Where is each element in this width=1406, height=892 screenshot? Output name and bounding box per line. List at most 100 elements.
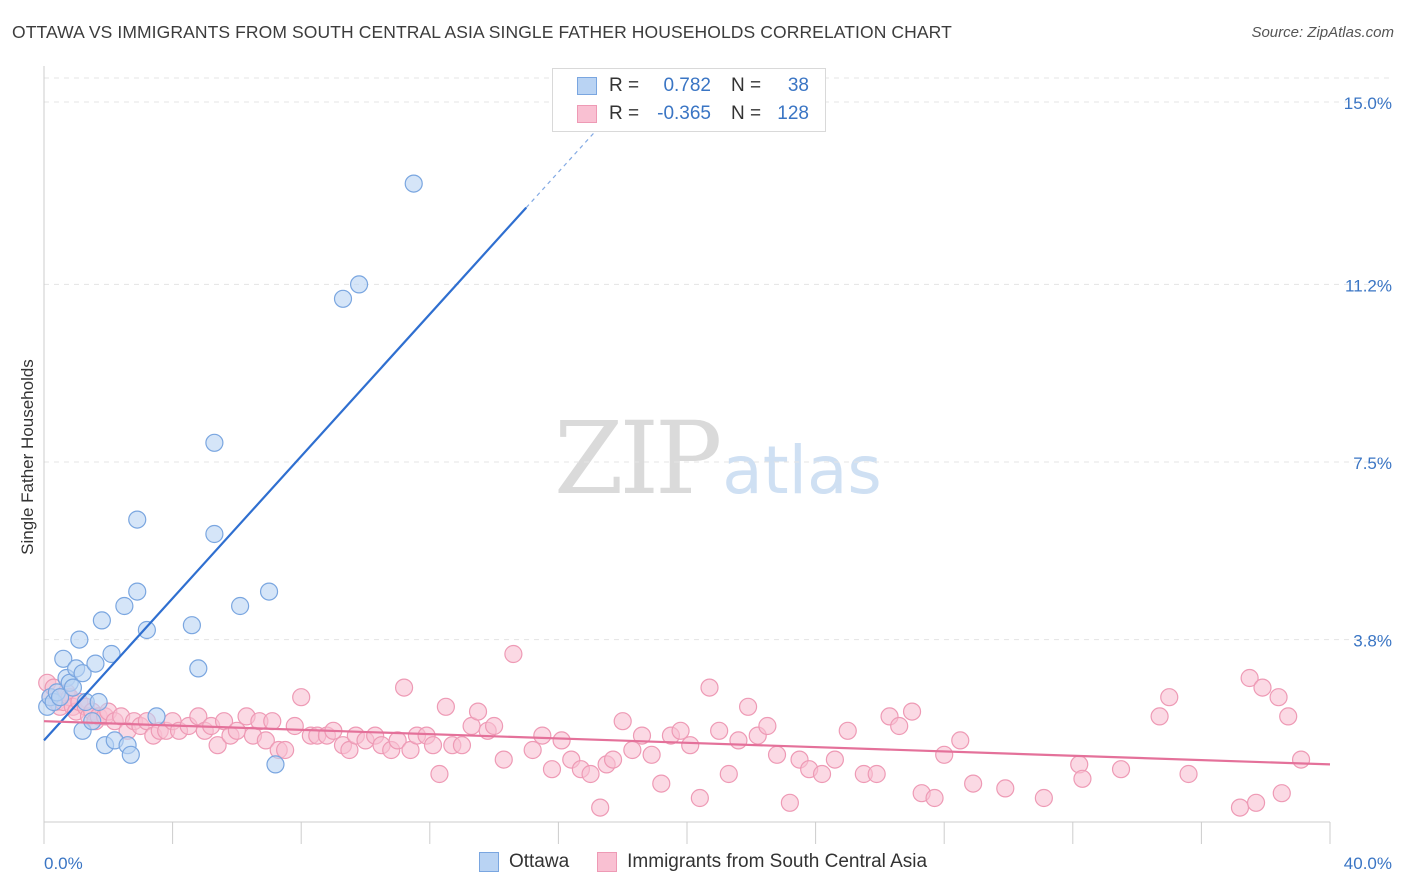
immig-point [690,788,709,808]
immig-point [552,731,571,750]
watermark: ZIPatlas [554,400,882,517]
ottawa-point [121,745,140,764]
ottawa-point [70,630,89,649]
ottawa-point [182,616,201,635]
legend-r-value-ottawa: 0.782 [663,75,711,96]
immig-point [838,721,857,740]
y-tick-label: 7.5% [1353,454,1392,473]
immig-point [700,678,719,697]
series-legend: Ottawa Immigrants from South Central Asi… [0,851,1406,873]
series-label-immig: Immigrants from South Central Asia [627,851,928,872]
ottawa-point [83,712,102,731]
immig-point [671,721,690,740]
immig-trend-line [43,720,1331,766]
immig-point [1150,707,1169,726]
ottawa-point [189,659,208,678]
immig-point [710,721,729,740]
immig-point [1160,688,1179,707]
ottawa-point [92,611,111,630]
immig-point [292,688,311,707]
immig-point [227,721,246,740]
immig-point [780,793,799,812]
immig-point [1034,788,1053,808]
immig-point [996,779,1015,798]
series-label-ottawa: Ottawa [508,851,570,872]
immig-point [613,712,632,731]
legend-row-immig: R = -0.365 N = 128 [577,101,809,127]
x-tick-label: 0.0% [44,854,83,873]
immig-point [1246,793,1266,812]
y-tick-label: 3.8% [1353,632,1392,651]
ottawa-point [50,688,70,707]
ottawa-trend-extension [525,125,601,209]
ottawa-point [404,174,423,193]
ottawa-point [89,692,108,712]
ottawa-point [205,524,224,544]
immig-point [430,764,449,784]
ottawa-point [349,275,369,294]
series-swatch-ottawa [478,852,499,872]
ottawa-point [86,654,105,673]
immig-point [890,716,909,736]
ottawa-point [137,620,156,640]
ottawa-point [63,678,83,697]
immig-point [825,750,844,769]
immig-point [494,750,513,769]
immig-point [388,731,407,750]
series-swatch-immig [597,852,618,872]
immig-point [738,697,758,716]
immig-point [758,716,777,736]
ottawa-point [266,755,285,774]
legend-row-ottawa: R = 0.782 N = 38 [577,73,809,99]
immig-point [964,774,983,793]
immig-point [436,697,455,716]
immig-point [935,745,954,764]
immig-point [812,764,832,784]
immig-point [681,736,700,755]
immig-point [652,774,671,793]
immig-point [1240,668,1259,688]
watermark-zip: ZIP [554,400,722,517]
legend-n-label: N = [731,103,762,124]
immig-point [729,731,748,750]
immig-point [256,731,275,750]
ottawa-point [54,649,73,668]
watermark-atlas: atlas [722,432,882,509]
ottawa-point [147,707,166,726]
ottawa-point [73,664,92,683]
immig-point [208,736,227,755]
y-tick-label: 15.0% [1344,94,1392,113]
immig-point [767,745,787,764]
immig-point [1253,678,1272,697]
immig-point [925,788,944,808]
immig-point [523,740,542,760]
x-tick-label: 40.0% [1344,854,1392,873]
ottawa-point [259,582,279,601]
ottawa-point [102,644,121,664]
series-legend-ottawa: Ottawa [478,851,570,873]
immig-point [276,740,295,760]
immig-point [603,750,623,769]
ottawa-point [231,596,250,616]
legend-n-value-ottawa: 38 [787,75,809,96]
legend-n-value-immig: 128 [777,103,809,124]
immig-point [1272,784,1291,803]
immig-point [423,736,443,755]
immig-point [591,798,610,817]
legend-r-value-immig: -0.365 [657,103,711,124]
immig-point [623,740,642,760]
immig-point [1291,750,1311,769]
immig-point [468,702,488,721]
immig-point [504,644,523,664]
y-tick-label: 11.2% [1345,276,1392,295]
immig-point [452,736,472,755]
legend-n-label: N = [731,75,762,96]
immig-point [394,678,414,697]
immig-point [1073,769,1092,788]
immig-point [1230,798,1250,817]
ottawa-point [115,596,134,616]
legend-r-label: R = [609,103,640,124]
immig-point [542,760,562,779]
ottawa-trend-line [43,206,528,742]
